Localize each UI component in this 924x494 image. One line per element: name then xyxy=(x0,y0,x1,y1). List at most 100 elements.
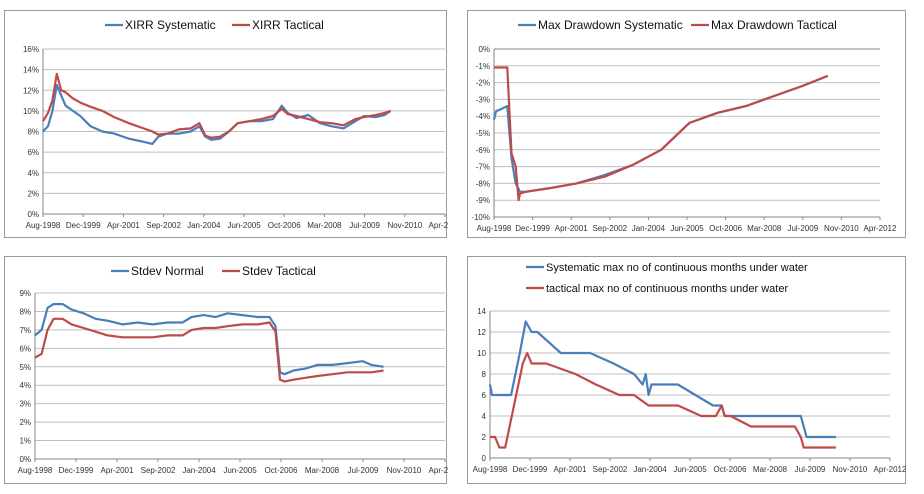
y-tick-label: 5% xyxy=(19,363,31,372)
x-tick-label: Apr-2001 xyxy=(107,221,140,230)
x-tick-label: Nov-2010 xyxy=(833,465,868,474)
y-tick-label: -4% xyxy=(476,112,490,121)
series-line-red xyxy=(34,317,384,383)
x-tick-label: Dec-1999 xyxy=(515,224,550,233)
y-tick-label: 4 xyxy=(482,412,487,421)
x-tick-label: Jul-2009 xyxy=(349,221,380,230)
y-tick-label: 8% xyxy=(27,128,39,137)
x-tick-label: Mar-2008 xyxy=(307,221,342,230)
series-line-red xyxy=(494,66,829,202)
y-tick-label: 8% xyxy=(19,307,31,316)
legend-label: Stdev Tactical xyxy=(242,264,316,278)
x-tick-label: Dec-1999 xyxy=(66,221,101,230)
legend-label: XIRR Tactical xyxy=(252,18,324,32)
y-tick-label: 6% xyxy=(27,148,39,157)
x-tick-label: Apr-2012 xyxy=(874,465,907,474)
y-tick-label: 3% xyxy=(19,400,31,409)
y-tick-label: -6% xyxy=(476,146,490,155)
legend-label: Max Drawdown Tactical xyxy=(711,18,837,32)
xirr-chart: 0% 2% 4% 6% 8% 10% 12% 14% 16% Aug-1998 Dec-1999 Ap… xyxy=(23,18,448,230)
x-tick-label: Jul-2009 xyxy=(787,224,818,233)
y-tick-label: 0% xyxy=(478,45,490,54)
y-tick-label: 9% xyxy=(19,289,31,298)
x-tick-label: Oct-2006 xyxy=(714,465,747,474)
max-drawdown-chart: -10% -9% -8% -7% -6% -5% -4% -3% -2% -1% 0% Aug-199… xyxy=(471,18,897,233)
x-tick-label: Sep-2002 xyxy=(592,224,627,233)
underwater-months-chart: 0 2 4 6 8 10 12 14 Aug-1998 Dec-1999 Apr-2001 Sep-2… xyxy=(473,262,907,474)
legend-label: tactical max no of continuous months und… xyxy=(546,283,788,295)
y-tick-label: 7% xyxy=(19,326,31,335)
legend-label: Systematic max no of continuous months u… xyxy=(546,262,808,274)
y-tick-label: 6% xyxy=(19,344,31,353)
y-tick-label: 2 xyxy=(482,433,487,442)
legend-label: Max Drawdown Systematic xyxy=(538,18,683,32)
x-tick-label: Apr-2001 xyxy=(555,224,588,233)
x-tick-label: Aug-1998 xyxy=(18,466,53,475)
series-line-red xyxy=(490,351,836,449)
x-tick-label: Jan-2004 xyxy=(633,465,667,474)
y-tick-label: -2% xyxy=(476,79,490,88)
y-tick-label: 2% xyxy=(19,418,31,427)
y-tick-label: 12 xyxy=(477,328,486,337)
x-tick-label: Oct-2006 xyxy=(268,221,301,230)
y-tick-label: 8 xyxy=(482,370,487,379)
x-tick-label: Aug-1998 xyxy=(473,465,508,474)
chart-panel-xirr: 0% 2% 4% 6% 8% 10% 12% 14% 16% Aug-1998 Dec-1999 Ap… xyxy=(4,10,448,238)
x-tick-label: Mar-2008 xyxy=(747,224,782,233)
x-tick-label: Aug-1998 xyxy=(26,221,61,230)
x-tick-label: Sep-2002 xyxy=(146,221,181,230)
x-tick-label: Oct-2006 xyxy=(265,466,298,475)
y-tick-label: 1% xyxy=(19,437,31,446)
y-tick-label: 16% xyxy=(23,45,39,54)
y-tick-label: 2% xyxy=(27,189,39,198)
x-tick-label: Apr-2012 xyxy=(864,224,897,233)
y-tick-label: 4% xyxy=(19,381,31,390)
x-tick-label: Nov-2010 xyxy=(387,466,422,475)
y-tick-label: -5% xyxy=(476,129,490,138)
chart-panel-stdev: 0% 1% 2% 3% 4% 5% 6% 7% 8% 9% Aug-1998 Dec-1999 Apr-… xyxy=(4,256,448,484)
x-tick-label: Nov-2010 xyxy=(387,221,422,230)
x-tick-label: Sep-2002 xyxy=(593,465,628,474)
y-tick-label: 4% xyxy=(27,169,39,178)
y-tick-label: -3% xyxy=(476,95,490,104)
series-line-blue xyxy=(488,320,836,439)
y-tick-label: 6 xyxy=(482,391,487,400)
x-tick-label: Jun-2005 xyxy=(673,465,707,474)
x-tick-label: Apr-2001 xyxy=(101,466,134,475)
x-tick-label: Mar-2008 xyxy=(305,466,340,475)
x-tick-label: Jun-2005 xyxy=(227,221,261,230)
y-tick-label: 10% xyxy=(23,107,39,116)
y-tick-label: -1% xyxy=(476,62,490,71)
x-tick-label: Dec-1999 xyxy=(513,465,548,474)
chart-panel-underwater: 0 2 4 6 8 10 12 14 Aug-1998 Dec-1999 Apr-2001 Sep-2… xyxy=(467,256,907,484)
y-tick-label: 12% xyxy=(23,86,39,95)
y-tick-label: 14 xyxy=(477,307,486,316)
x-tick-label: Dec-1999 xyxy=(59,466,94,475)
x-tick-label: Apr-2012 xyxy=(429,466,448,475)
x-tick-label: Jun-2005 xyxy=(223,466,257,475)
y-tick-label: 14% xyxy=(23,66,39,75)
chart-panel-max-drawdown: -10% -9% -8% -7% -6% -5% -4% -3% -2% -1% 0% Aug-199… xyxy=(467,10,906,238)
x-tick-label: Jul-2009 xyxy=(795,465,826,474)
series-line-blue xyxy=(42,83,392,145)
x-tick-label: Jan-2004 xyxy=(632,224,666,233)
x-tick-label: Jul-2009 xyxy=(348,466,379,475)
y-tick-label: 0% xyxy=(19,455,31,464)
x-tick-label: Aug-1998 xyxy=(477,224,512,233)
x-tick-label: Sep-2002 xyxy=(141,466,176,475)
x-tick-label: Apr-2012 xyxy=(429,221,448,230)
series-line-red xyxy=(42,72,391,139)
series-line-blue xyxy=(34,302,384,376)
y-tick-label: -7% xyxy=(476,163,490,172)
y-tick-label: -10% xyxy=(471,213,490,222)
y-tick-label: 0% xyxy=(27,210,39,219)
y-tick-label: -8% xyxy=(476,179,490,188)
legend-label: Stdev Normal xyxy=(131,264,204,278)
x-tick-label: Jan-2004 xyxy=(182,466,216,475)
y-tick-label: 10 xyxy=(477,349,486,358)
x-tick-label: Mar-2008 xyxy=(753,465,788,474)
y-tick-label: 0 xyxy=(482,454,487,463)
legend-label: XIRR Systematic xyxy=(125,18,216,32)
x-tick-label: Jan-2004 xyxy=(187,221,221,230)
stdev-chart: 0% 1% 2% 3% 4% 5% 6% 7% 8% 9% Aug-1998 Dec-1999 Apr-… xyxy=(18,264,448,475)
